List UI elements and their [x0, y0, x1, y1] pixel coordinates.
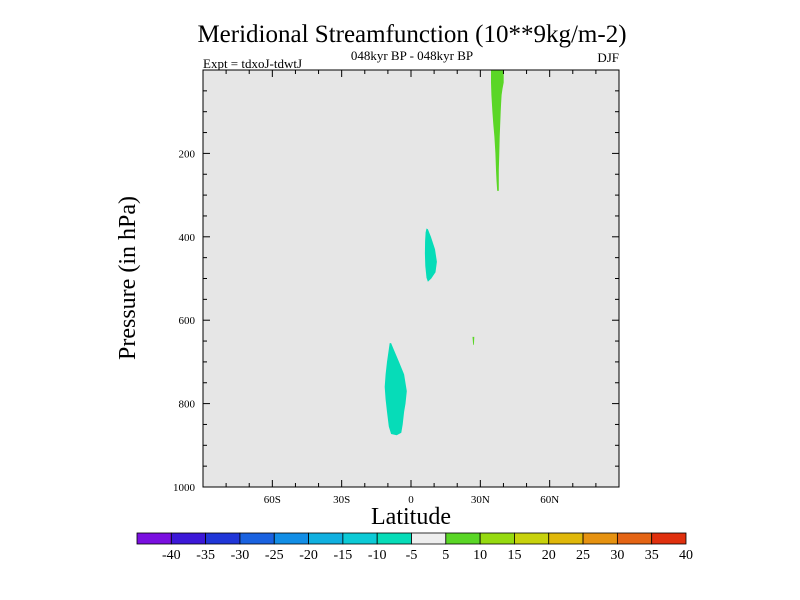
region-negative-anomaly-low: [384, 343, 407, 436]
colorbar: [136, 532, 687, 545]
colorbar-swatch: [411, 532, 447, 545]
colorbar-level-label: -35: [196, 548, 215, 563]
axis-ticks: [203, 70, 619, 487]
colorbar-swatch: [136, 532, 172, 545]
colorbar-swatch: [514, 532, 550, 545]
colorbar-level-label: -20: [299, 548, 318, 563]
colorbar-level-label: -30: [231, 548, 250, 563]
y-tick-label: 1000: [173, 482, 196, 494]
colorbar-swatch: [376, 532, 412, 545]
chart-subtitle: 048kyr BP - 048kyr BP: [351, 48, 473, 63]
region-negative-anomaly-mid: [424, 228, 437, 282]
experiment-label: Expt = tdxoJ-tdwtJ: [203, 56, 302, 71]
plot-frame: [202, 69, 620, 488]
y-tick-label: 800: [179, 399, 196, 411]
x-axis-label: Latitude: [371, 504, 451, 530]
colorbar-labels: -40 -35 -30 -25 -20 -15 -10 -5 5 10 15 20 25 30 35 40: [162, 548, 693, 563]
colorbar-level-label: 30: [610, 548, 624, 563]
colorbar-level-label: -40: [162, 548, 181, 563]
y-axis-label: Pressure (in hPa): [115, 196, 141, 360]
colorbar-level-label: -25: [265, 548, 284, 563]
x-tick-label: 30N: [471, 494, 490, 506]
colorbar-swatch: [616, 532, 653, 545]
colorbar-swatch: [651, 532, 687, 545]
x-tick-label: 60S: [264, 494, 281, 506]
colorbar-level-label: -5: [406, 548, 418, 563]
colorbar-level-label: -15: [334, 548, 353, 563]
y-tick-label: 400: [179, 232, 196, 244]
y-tick-labels: 200 400 600 800 1000: [173, 148, 196, 494]
plot-area: [203, 70, 619, 487]
region-positive-anomaly-upper: [491, 70, 504, 191]
colorbar-level-label: 35: [645, 548, 659, 563]
x-tick-label: 30S: [333, 494, 350, 506]
y-tick-label: 600: [179, 315, 196, 327]
colorbar-level-label: 20: [542, 548, 556, 563]
colorbar-level-label: 15: [507, 548, 521, 563]
season-label: DJF: [597, 50, 619, 65]
colorbar-swatch: [582, 532, 618, 545]
y-tick-label: 200: [179, 148, 196, 160]
colorbar-swatch: [308, 532, 344, 545]
colorbar-swatch: [445, 532, 481, 545]
colorbar-swatch: [342, 532, 378, 545]
x-tick-label: 60N: [540, 494, 559, 506]
colorbar-level-label: 40: [679, 548, 693, 563]
colorbar-level-label: -10: [368, 548, 387, 563]
region-positive-anomaly-speck: [472, 336, 475, 346]
colorbar-swatch: [273, 532, 309, 545]
contour-regions: [384, 70, 504, 436]
colorbar-level-label: 25: [576, 548, 590, 563]
x-tick-label: 0: [408, 494, 414, 506]
colorbar-swatch: [548, 532, 584, 545]
colorbar-level-label: 10: [473, 548, 487, 563]
colorbar-level-label: 5: [442, 548, 449, 563]
colorbar-swatch: [170, 532, 207, 545]
x-tick-labels: 60S 30S 0 30N 60N: [264, 494, 559, 506]
chart-title: Meridional Streamfunction (10**9kg/m-2): [197, 21, 626, 48]
colorbar-swatch: [479, 532, 515, 545]
colorbar-swatch: [205, 532, 241, 545]
colorbar-swatch: [239, 532, 275, 545]
